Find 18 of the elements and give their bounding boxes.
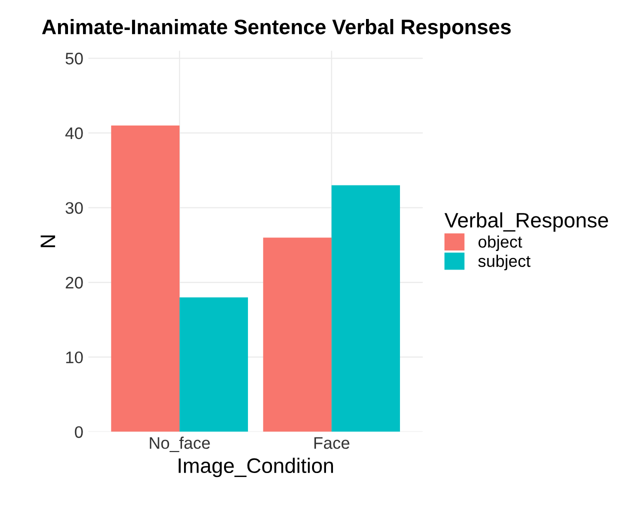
y-tick-label: 10: [66, 351, 83, 364]
y-tick-label: 50: [66, 52, 83, 64]
bar: [263, 238, 332, 432]
chart-title: Animate-Inanimate Sentence Verbal Responses: [42, 19, 511, 38]
x-axis-title: Image_Condition: [178, 458, 333, 478]
y-tick-label: 20: [66, 276, 83, 289]
y-tick-label: 30: [66, 202, 83, 214]
y-axis-title: N: [40, 235, 56, 248]
legend-title: Verbal_Response: [444, 212, 608, 232]
bar: [180, 297, 248, 432]
y-tick-label: 40: [65, 127, 83, 140]
y-tick-label: 0: [74, 426, 83, 438]
x-tick-label: No_face: [150, 436, 210, 452]
bar: [332, 185, 400, 432]
x-tick-label: Face: [314, 437, 350, 449]
legend-label: subject: [478, 254, 530, 270]
legend-label: object: [478, 235, 522, 252]
bar: [111, 126, 180, 432]
